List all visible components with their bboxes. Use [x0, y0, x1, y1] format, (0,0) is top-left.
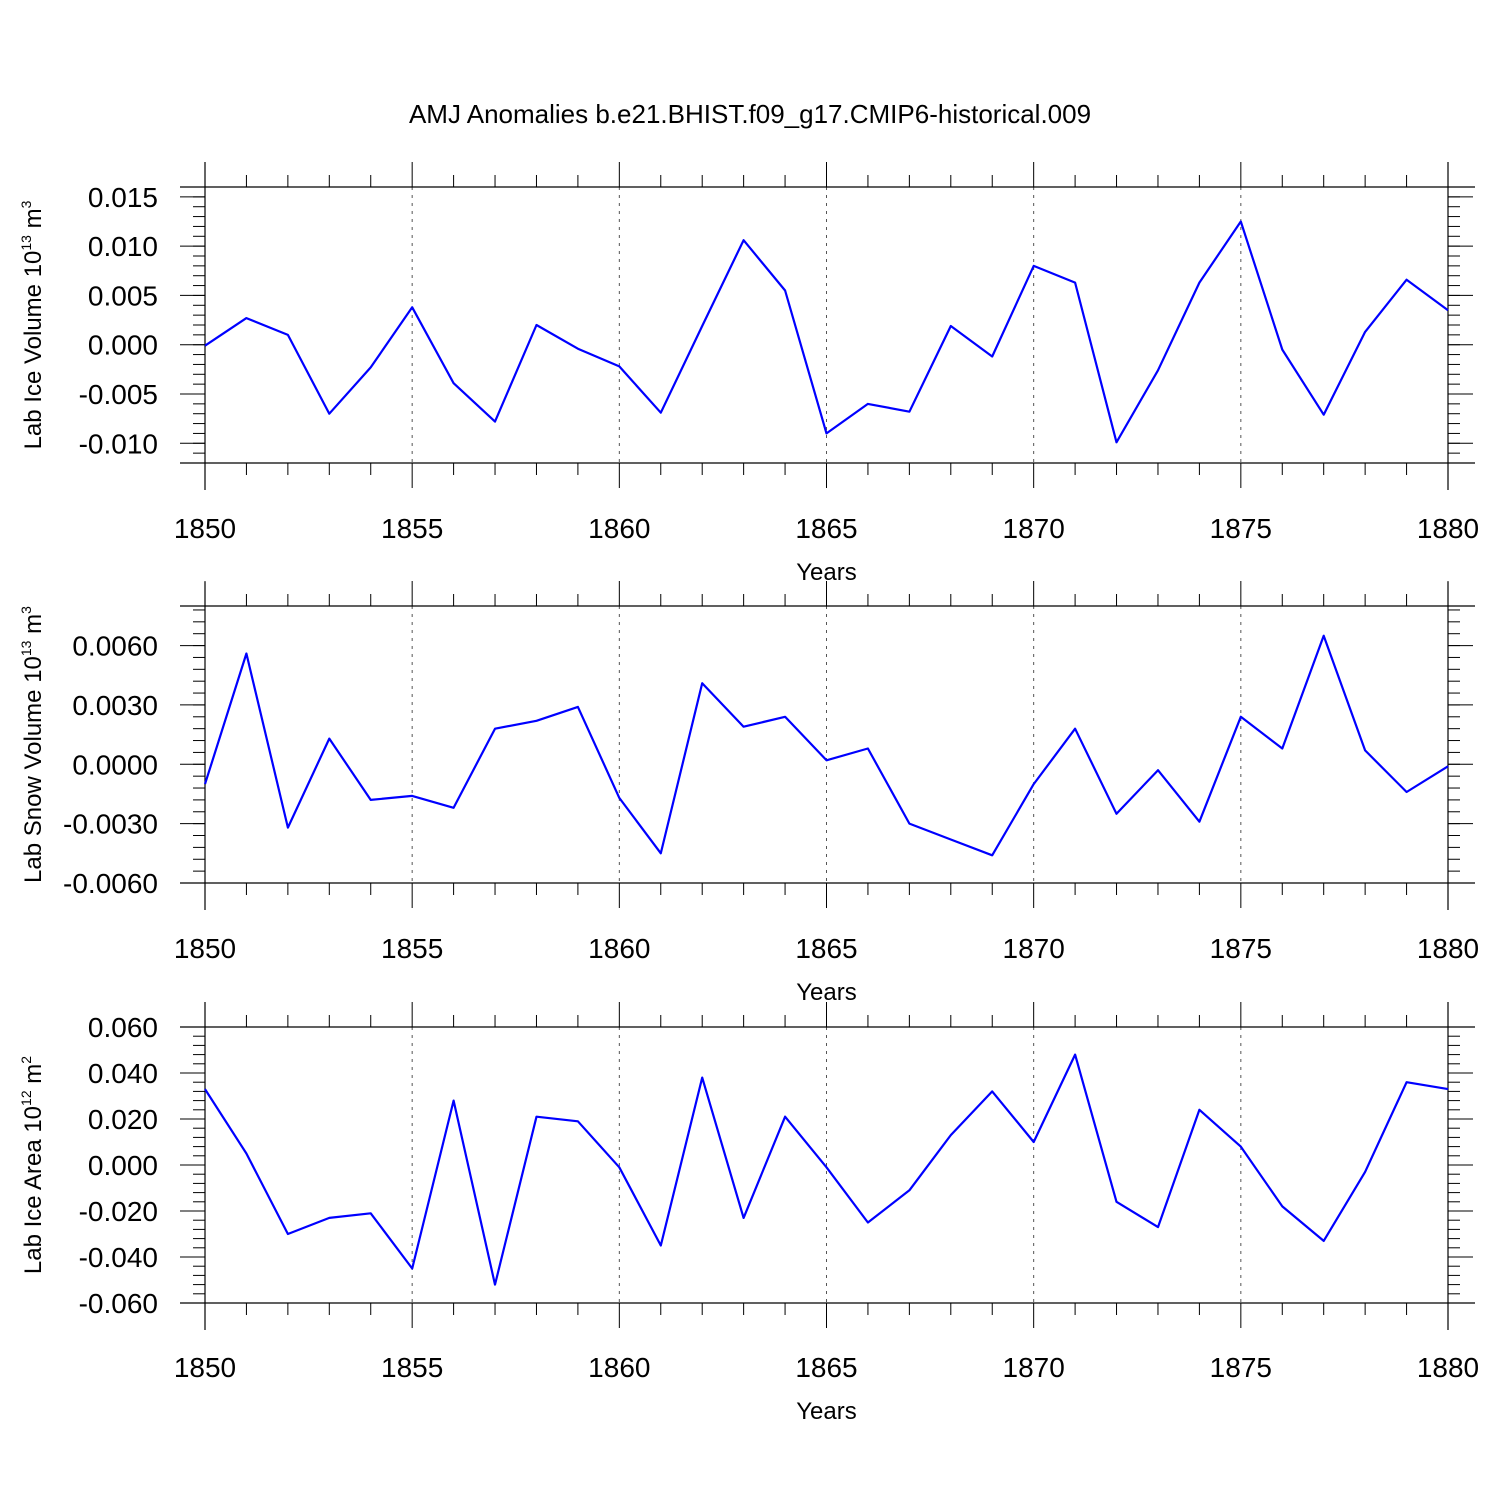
y-tick-label: -0.0060 [63, 868, 158, 899]
x-tick-label: 1860 [588, 513, 650, 544]
series-line [204, 220, 1449, 444]
x-tick-label: 1870 [1003, 933, 1065, 964]
x-tick-label: 1870 [1003, 513, 1065, 544]
panel-3: -0.060 -0.040 -0.020 0.000 0.020 0.040 0.060 18… [18, 1002, 1479, 1425]
x-axis-title: Years [796, 979, 857, 1006]
x-axis-title: Years [796, 1398, 857, 1425]
panel-2: -0.0060 -0.0030 0.0000 0.0030 0.0060 1850 1855… [18, 581, 1479, 1006]
y-tick-label: 0.0000 [72, 749, 158, 780]
y-tick-label: 0.020 [88, 1104, 158, 1135]
y-tick-label: 0.000 [88, 330, 158, 361]
x-tick-label: 1855 [381, 513, 443, 544]
figure-title: AMJ Anomalies b.e21.BHIST.f09_g17.CMIP6-… [409, 99, 1091, 129]
x-tick-label: 1860 [588, 933, 650, 964]
x-tick-label: 1855 [381, 1352, 443, 1383]
panel-1: -0.010 -0.005 0.000 0.005 0.010 0.015 1850 1855… [18, 162, 1479, 586]
x-tick-label: 1850 [174, 933, 236, 964]
y-tick-label: 0.000 [88, 1150, 158, 1181]
y-axis-title: Lab Ice Area 1012 m2 [18, 1056, 47, 1274]
y-tick-label: -0.005 [79, 379, 158, 410]
y-tick-label: -0.0030 [63, 809, 158, 840]
y-tick-label: 0.060 [88, 1012, 158, 1043]
x-tick-label: 1860 [588, 1352, 650, 1383]
x-tick-label: 1875 [1210, 513, 1272, 544]
y-tick-label: -0.010 [79, 428, 158, 459]
y-tick-label: 0.010 [88, 231, 158, 262]
x-tick-label: 1880 [1417, 1352, 1479, 1383]
x-tick-label: 1850 [174, 513, 236, 544]
y-tick-label: 0.0060 [72, 631, 158, 662]
x-tick-label: 1865 [795, 1352, 857, 1383]
y-axis-title: Lab Ice Volume 1013 m3 [18, 200, 47, 449]
x-tick-label: 1880 [1417, 933, 1479, 964]
y-axis-title: Lab Snow Volume 1013 m3 [18, 606, 47, 883]
x-tick-label: 1875 [1210, 1352, 1272, 1383]
x-tick-label: 1870 [1003, 1352, 1065, 1383]
y-tick-label: -0.060 [79, 1288, 158, 1319]
y-tick-label: 0.005 [88, 280, 158, 311]
y-tick-label: 0.0030 [72, 690, 158, 721]
x-tick-label: 1875 [1210, 933, 1272, 964]
series-line [203, 634, 1449, 857]
y-tick-label: 0.015 [88, 182, 158, 213]
x-tick-label: 1865 [795, 933, 857, 964]
x-tick-label: 1855 [381, 933, 443, 964]
x-tick-label: 1865 [795, 513, 857, 544]
x-tick-label: 1850 [174, 1352, 236, 1383]
y-tick-label: -0.040 [79, 1242, 158, 1273]
x-tick-label: 1880 [1417, 513, 1479, 544]
y-tick-label: 0.040 [88, 1058, 158, 1089]
series-line [204, 1053, 1449, 1286]
y-tick-label: -0.020 [79, 1196, 158, 1227]
